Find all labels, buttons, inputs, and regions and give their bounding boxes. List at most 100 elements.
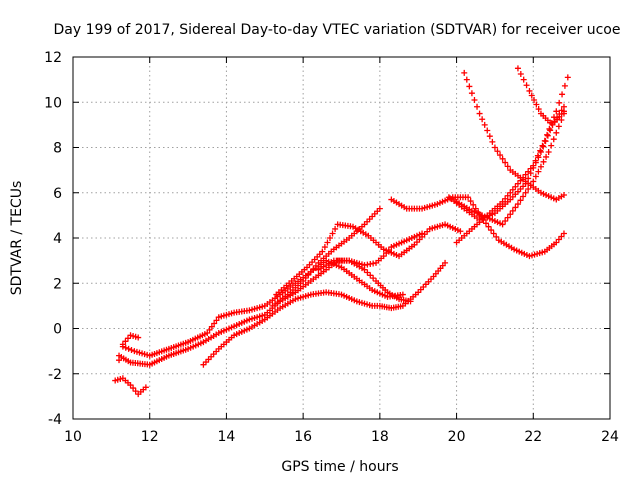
data-point	[502, 195, 509, 202]
data-point	[555, 236, 562, 243]
data-point	[383, 250, 390, 257]
data-point	[543, 153, 550, 160]
data-point	[509, 207, 516, 214]
data-point	[509, 186, 516, 193]
y-axis-ticks: -4 -2 0 2 4 6 8 10 12	[44, 50, 610, 428]
data-point	[507, 189, 514, 196]
data-point	[380, 253, 387, 260]
data-point	[326, 235, 333, 241]
x-tick-label: 24	[601, 429, 619, 445]
data-point	[535, 154, 542, 161]
data-point	[485, 223, 492, 230]
data-point	[542, 138, 549, 145]
grid	[73, 57, 610, 419]
data-point	[504, 163, 511, 170]
data-point	[494, 148, 501, 155]
data-point	[558, 116, 565, 123]
data-point	[560, 103, 567, 110]
data-point	[122, 344, 129, 351]
data-point	[481, 121, 488, 128]
data-point	[550, 136, 557, 143]
data-point	[470, 201, 477, 208]
data-point	[482, 220, 489, 227]
data-point	[553, 239, 560, 246]
y-tick-label: 4	[53, 231, 62, 247]
data-point	[537, 163, 544, 170]
x-tick-label: 14	[218, 429, 236, 445]
x-axis-label: GPS time / hours	[281, 459, 398, 475]
plot-frame	[72, 56, 611, 420]
x-tick-label: 16	[294, 429, 312, 445]
x-tick-label: 22	[524, 429, 542, 445]
y-tick-label: -4	[48, 412, 62, 428]
data-point	[530, 178, 537, 185]
data-point	[497, 152, 504, 159]
data-point	[324, 239, 331, 246]
data-point	[527, 182, 534, 189]
data-point	[310, 265, 317, 272]
data-point	[135, 334, 142, 341]
data-point	[467, 198, 474, 205]
data-point	[385, 247, 392, 254]
data-point	[128, 346, 135, 353]
data-point	[514, 65, 521, 72]
data-point	[560, 110, 567, 117]
data-point	[476, 110, 483, 117]
data-point	[544, 131, 551, 138]
y-tick-label: 8	[53, 141, 62, 157]
data-point	[399, 291, 406, 298]
data-point	[471, 96, 478, 103]
data-point	[502, 218, 509, 225]
data-point	[540, 158, 547, 165]
y-tick-label: -2	[48, 367, 62, 383]
data-point	[472, 205, 479, 212]
data-point	[502, 159, 509, 166]
data-point	[213, 317, 220, 324]
data-point	[520, 174, 527, 181]
data-point	[204, 330, 211, 337]
x-tick-label: 18	[371, 429, 389, 445]
data-point	[116, 357, 123, 364]
data-point	[307, 268, 314, 275]
data-point	[142, 384, 149, 391]
data-point	[531, 96, 538, 103]
data-point	[491, 144, 498, 151]
data-point	[122, 338, 129, 345]
data-point	[553, 129, 560, 136]
data-point	[545, 149, 552, 156]
data-point	[523, 82, 530, 89]
data-point	[512, 204, 519, 211]
data-point	[468, 90, 475, 97]
data-point	[300, 277, 307, 284]
data-point	[537, 149, 544, 156]
data-point	[555, 123, 562, 130]
y-tick-label: 12	[44, 50, 62, 66]
data-point	[132, 388, 139, 395]
y-tick-label: 2	[53, 276, 62, 292]
data-point	[208, 323, 215, 330]
y-tick-label: 6	[53, 186, 62, 202]
data-point	[305, 271, 312, 278]
data-point	[553, 108, 560, 115]
data-point	[564, 74, 571, 81]
data-point	[558, 233, 565, 240]
x-axis-ticks: 10 12 14 16 18 20 22 24	[64, 57, 619, 445]
data-point	[530, 164, 537, 171]
data-point	[499, 221, 506, 228]
chart-title: Day 199 of 2017, Sidereal Day-to-day VTE…	[54, 22, 621, 38]
data-point	[549, 121, 556, 128]
data-point	[367, 272, 374, 279]
data-point	[466, 83, 473, 90]
data-point	[119, 341, 126, 348]
data-point	[533, 101, 540, 108]
data-point	[465, 194, 472, 201]
data-point	[463, 76, 470, 83]
data-point	[532, 159, 539, 166]
x-tick-label: 10	[64, 429, 82, 445]
data-point	[560, 230, 567, 237]
data-point	[507, 211, 514, 218]
data-point	[332, 225, 339, 232]
data-point	[490, 230, 497, 237]
data-point	[364, 269, 371, 276]
